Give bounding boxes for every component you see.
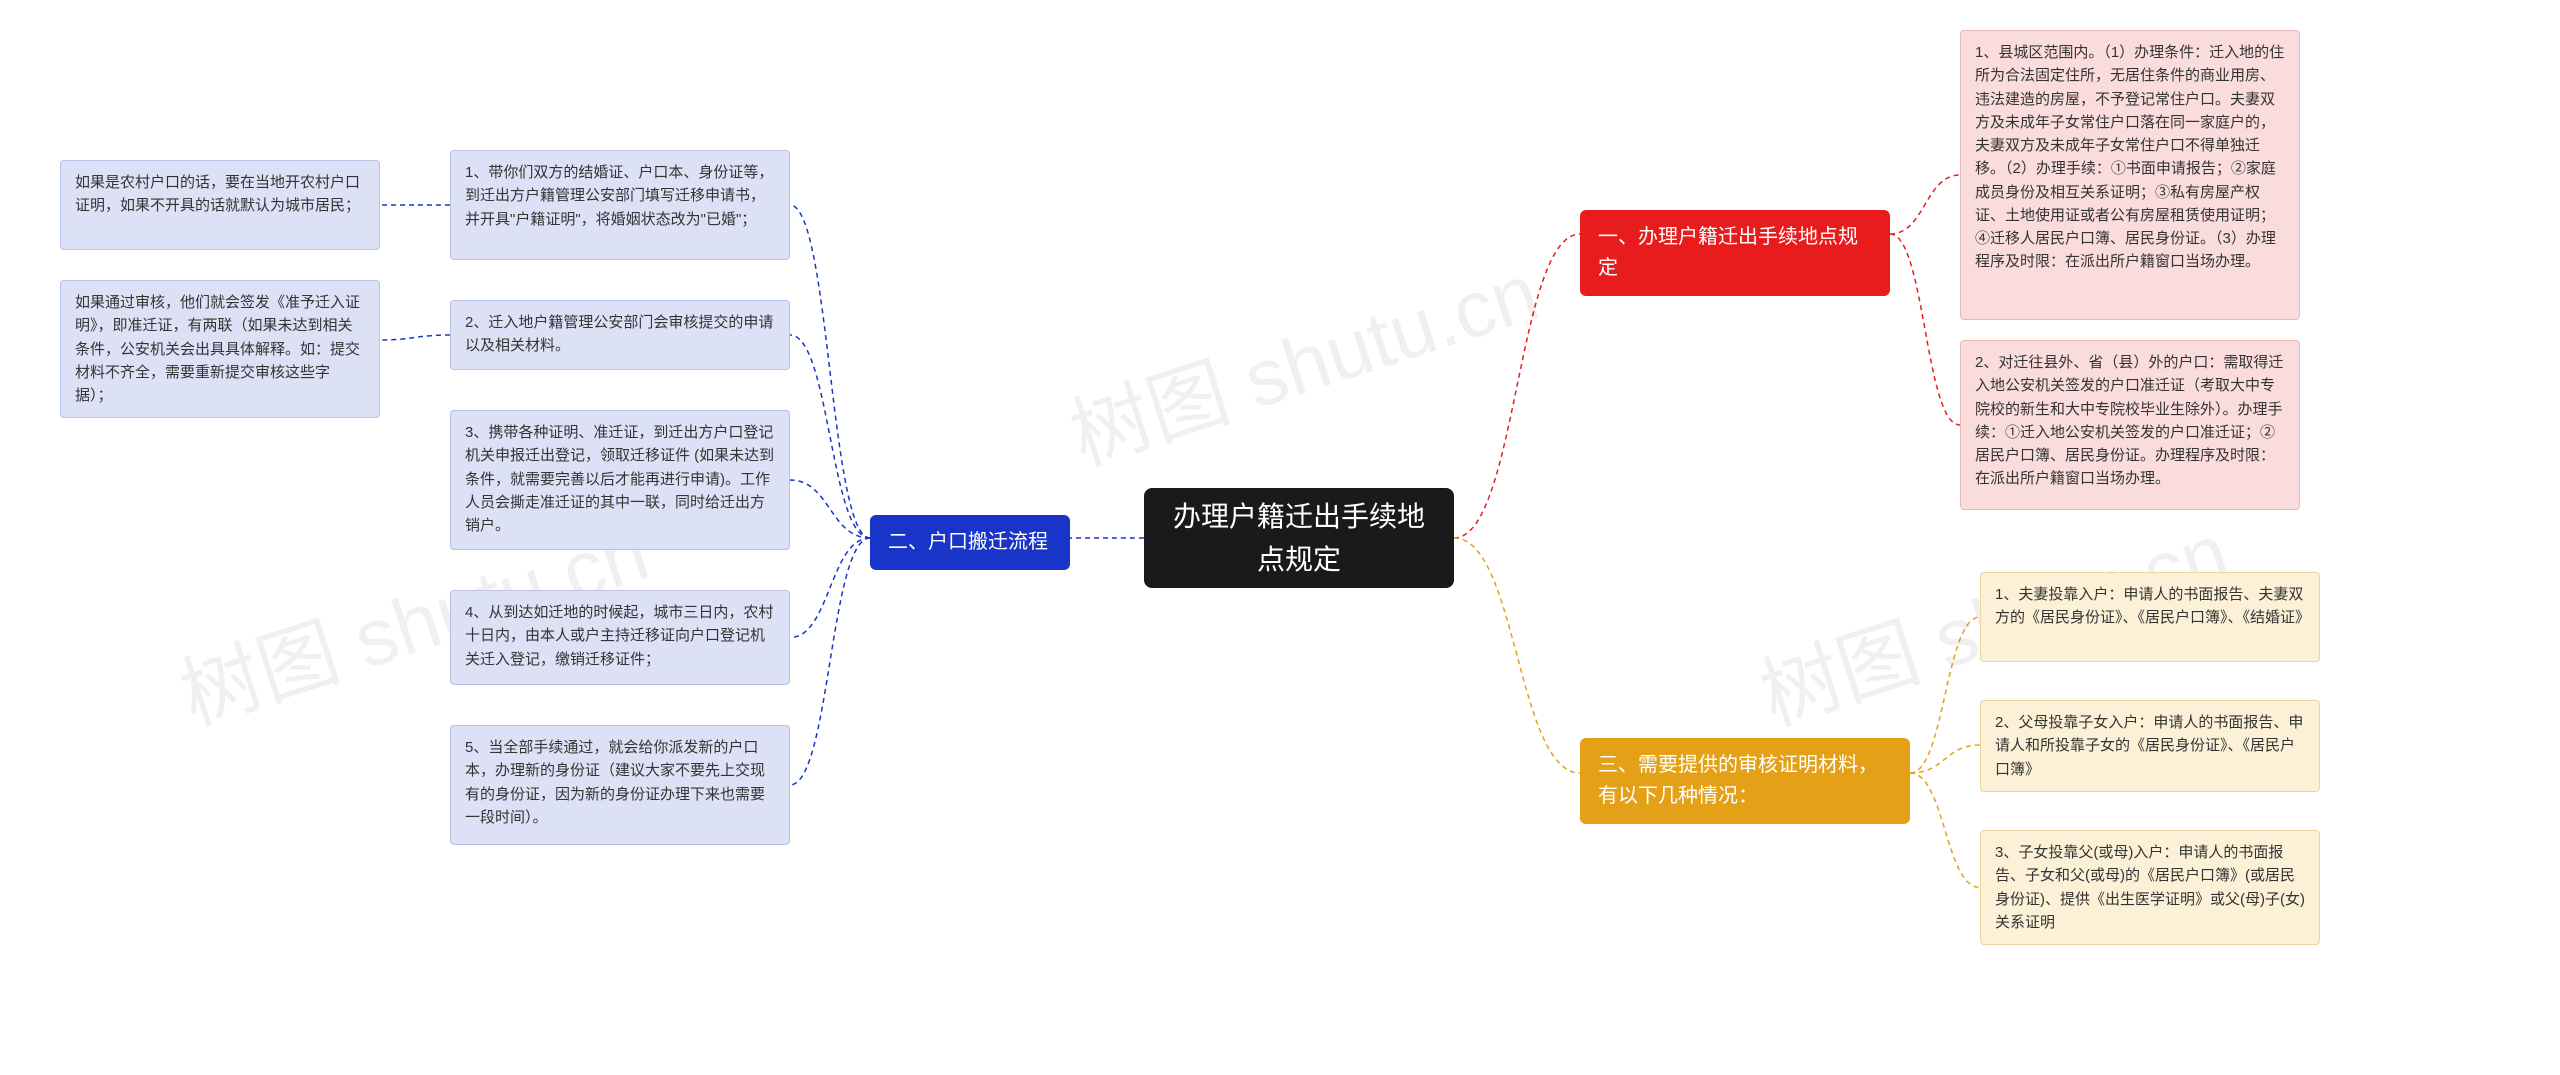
leaf-node: 2、对迁往县外、省（县）外的户口：需取得迁入地公安机关签发的户口准迁证（考取大中… bbox=[1960, 340, 2300, 510]
branch-node: 三、需要提供的审核证明材料，有以下几种情况： bbox=[1580, 738, 1910, 824]
leaf-node: 2、父母投靠子女入户：申请人的书面报告、申请人和所投靠子女的《居民身份证》、《居… bbox=[1980, 700, 2320, 792]
side-node: 如果通过审核，他们就会签发《准予迁入证明》，即准迁证，有两联（如果未达到相关条件… bbox=[60, 280, 380, 418]
branch-node: 二、户口搬迁流程 bbox=[870, 515, 1070, 570]
leaf-node: 1、县城区范围内。（1）办理条件：迁入地的住所为合法固定住所，无居住条件的商业用… bbox=[1960, 30, 2300, 320]
watermark: 树图 shutu.cn bbox=[1054, 228, 1551, 488]
leaf-node: 3、子女投靠父(或母)入户：申请人的书面报告、子女和父(或母)的《居民户口簿》(… bbox=[1980, 830, 2320, 945]
leaf-node: 1、带你们双方的结婚证、户口本、身份证等，到迁出方户籍管理公安部门填写迁移申请书… bbox=[450, 150, 790, 260]
leaf-node: 2、迁入地户籍管理公安部门会审核提交的申请以及相关材料。 bbox=[450, 300, 790, 370]
branch-node: 一、办理户籍迁出手续地点规定 bbox=[1580, 210, 1890, 296]
side-node: 如果是农村户口的话，要在当地开农村户口证明，如果不开具的话就默认为城市居民； bbox=[60, 160, 380, 250]
leaf-node: 3、携带各种证明、准迁证，到迁出方户口登记机关申报迁出登记，领取迁移证件 (如果… bbox=[450, 410, 790, 550]
leaf-node: 4、从到达如迁地的时候起，城市三日内，农村十日内，由本人或户主持迁移证向户口登记… bbox=[450, 590, 790, 685]
leaf-node: 5、当全部手续通过，就会给你派发新的户口本，办理新的身份证（建议大家不要先上交现… bbox=[450, 725, 790, 845]
leaf-node: 1、夫妻投靠入户：申请人的书面报告、夫妻双方的《居民身份证》、《居民户口簿》、《… bbox=[1980, 572, 2320, 662]
center-node: 办理户籍迁出手续地点规定 bbox=[1144, 488, 1454, 588]
